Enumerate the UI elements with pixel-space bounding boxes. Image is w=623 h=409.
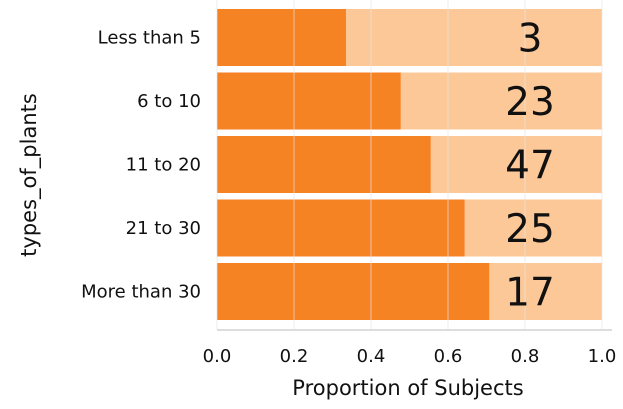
category-label-4: More than 30 [81,282,201,303]
bar-3 [217,199,465,257]
category-label-2: 11 to 20 [126,155,201,176]
x-tick-label-3: 0.6 [434,346,463,367]
count-label-2: 47 [505,144,555,189]
y-axis-title: types_of_plants [17,93,42,257]
bar-0 [217,9,346,66]
count-label-0: 3 [518,17,543,62]
category-label-3: 21 to 30 [126,218,201,239]
axes: 0.0 0.2 0.4 0.6 0.8 1.0 [203,329,617,367]
bars [217,9,602,320]
bar-4 [217,263,490,320]
x-tick-label-2: 0.4 [357,346,386,367]
count-label-3: 25 [505,207,555,252]
bar-2 [217,136,431,193]
grid-lines [216,0,603,330]
count-label-4: 17 [505,271,555,316]
x-tick-label-5: 1.0 [588,346,617,367]
category-label-1: 6 to 10 [137,91,201,112]
x-tick-label-1: 0.2 [280,346,309,367]
x-axis-title: Proportion of Subjects [292,376,523,400]
category-label-0: Less than 5 [98,28,201,49]
bar-labels: Less than 5 3 6 to 10 23 11 to 20 47 21 to 30 2… [81,17,555,316]
bar-1 [217,72,401,130]
x-tick-label-0: 0.0 [203,346,232,367]
count-label-1: 23 [505,80,555,125]
x-tick-label-4: 0.8 [511,346,540,367]
